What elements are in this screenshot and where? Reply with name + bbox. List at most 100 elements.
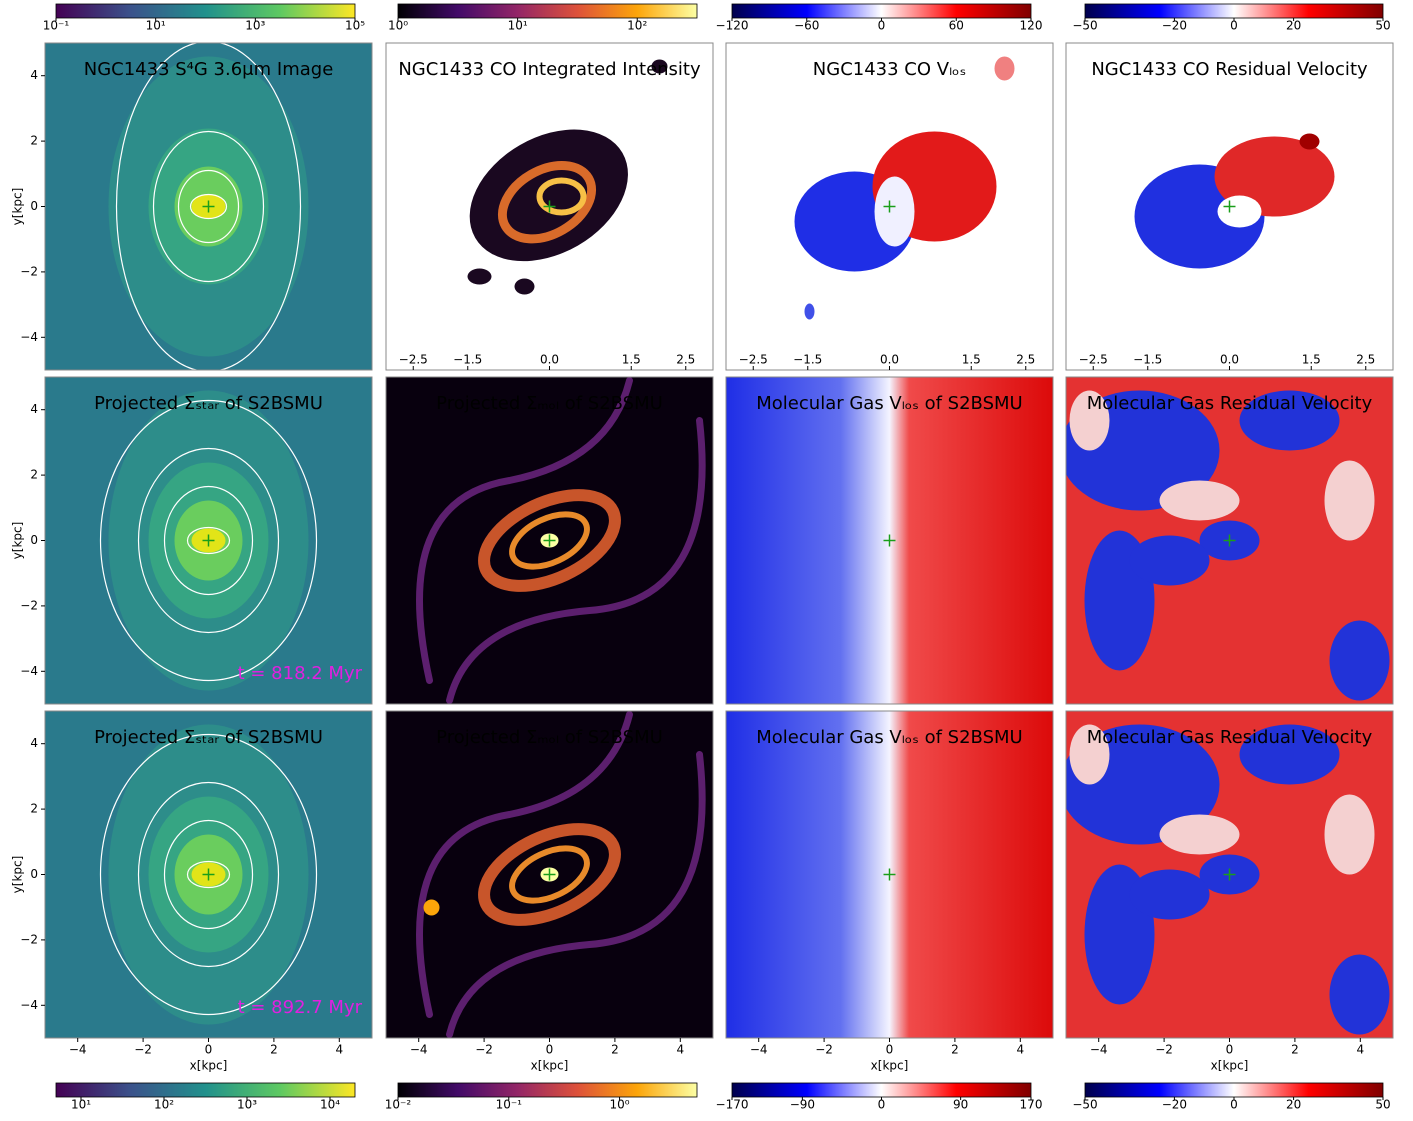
panel-title: Molecular Gas Vₗₒₛ of S2BSMU [756,393,1022,414]
x-tick-label: 2.5 [676,353,695,367]
colorbar-tick-label: 10⁰ [610,1098,630,1112]
y-tick-label: 2 [30,468,38,482]
colorbar-tick-label: −50 [1072,19,1097,33]
image-feature [1130,870,1210,920]
x-tick-label: 0.0 [880,353,899,367]
x-tick-label: 2 [951,1043,959,1057]
panel-title: Projected Σₛₜₐᵣ of S2BSMU [94,727,323,748]
y-tick-label: 4 [30,68,38,82]
x-axis-label: x[kpc] [531,1059,569,1073]
x-tick-label: 1.5 [622,353,641,367]
x-tick-label: −1.5 [1133,353,1162,367]
x-tick-label: −4 [750,1043,768,1057]
x-tick-label: 0 [886,1043,894,1057]
y-tick-label: 0 [30,867,38,881]
x-tick-label: −4 [69,1043,87,1057]
x-tick-label: −2 [475,1043,493,1057]
colorbar-tick-label: 20 [1286,1098,1301,1112]
panel-title: Projected Σₘₒₗ of S2BSMU [436,727,663,748]
colorbar-tick-label: 0 [1230,1098,1238,1112]
colorbar-tick-label: 50 [1375,1098,1390,1112]
y-tick-label: 0 [30,199,38,213]
colorbar-tick-label: 10⁵ [345,19,365,33]
colorbar [398,1083,697,1097]
x-tick-label: 1.5 [1302,353,1321,367]
x-tick-label: −2 [134,1043,152,1057]
x-tick-label: −4 [410,1043,428,1057]
colorbar-tick-label: 0 [878,19,886,33]
time-annotation: t = 818.2 Myr [238,663,363,684]
x-tick-label: 0.0 [1220,353,1239,367]
colorbar [732,4,1031,18]
colorbar-tick-label: −50 [1072,1098,1097,1112]
colorbar-tick-label: 10⁰ [388,19,408,33]
colorbar-tick-label: −170 [716,1098,749,1112]
y-tick-label: −4 [20,998,38,1012]
colorbar-tick-label: 10¹ [71,1098,91,1112]
image-feature [1160,815,1240,855]
colorbar-tick-label: −20 [1162,1098,1187,1112]
x-tick-label: −2 [1155,1043,1173,1057]
panel-title: NGC1433 CO Vₗₒₛ [813,59,966,80]
x-tick-label: −1.5 [793,353,822,367]
colorbar [398,4,697,18]
image-feature [805,304,815,320]
y-tick-label: 0 [30,533,38,547]
figure: NGC1433 S⁴G 3.6μm Image420−2−4y[kpc]NGC1… [0,0,1413,1121]
x-tick-label: 2 [1291,1043,1299,1057]
image-feature [1325,461,1375,541]
y-axis-label: y[kpc] [11,856,25,894]
y-axis-label: y[kpc] [11,522,25,560]
colorbar-tick-label: 10¹ [146,19,166,33]
x-tick-label: −2 [815,1043,833,1057]
x-axis-label: x[kpc] [1211,1059,1249,1073]
colorbar-tick-label: 10² [154,1098,174,1112]
x-tick-label: 0 [205,1043,213,1057]
y-tick-label: −2 [20,598,38,612]
x-tick-label: −2.5 [739,353,768,367]
colorbar-tick-label: 90 [953,1098,968,1112]
x-axis-label: x[kpc] [871,1059,909,1073]
image-feature [875,177,915,247]
colorbar-tick-label: −60 [794,19,819,33]
image-feature [1160,481,1240,521]
colorbar-tick-label: 170 [1020,1098,1043,1112]
image-feature [1330,621,1390,701]
image-feature [995,57,1015,81]
colorbar [1085,1083,1383,1097]
colorbar-tick-label: 10⁻² [385,1098,412,1112]
x-tick-label: 1.5 [962,353,981,367]
x-tick-label: 0 [546,1043,554,1057]
x-axis-label: x[kpc] [190,1059,228,1073]
colorbar [56,4,355,18]
y-tick-label: −2 [20,932,38,946]
x-tick-label: −4 [1090,1043,1108,1057]
panel-title: Molecular Gas Residual Velocity [1087,727,1373,748]
colorbar-tick-label: 10⁴ [320,1098,340,1112]
image-feature [1130,536,1210,586]
colorbar-tick-label: 50 [1375,19,1390,33]
y-tick-label: 4 [30,402,38,416]
x-tick-label: 0.0 [540,353,559,367]
y-tick-label: −4 [20,330,38,344]
panel-title: Projected Σₘₒₗ of S2BSMU [436,393,663,414]
image-feature [1218,196,1262,228]
time-annotation: t = 892.7 Myr [238,997,363,1018]
image-feature [1325,795,1375,875]
colorbar-tick-label: 0 [878,1098,886,1112]
y-tick-label: 4 [30,736,38,750]
y-tick-label: −2 [20,264,38,278]
x-tick-label: 2.5 [1356,353,1375,367]
colorbar [732,1083,1031,1097]
colorbar-tick-label: −20 [1162,19,1187,33]
image-feature [1330,955,1390,1035]
colorbar-tick-label: 10⁻¹ [43,19,70,33]
panel-title: NGC1433 S⁴G 3.6μm Image [84,59,334,80]
panel-title: Molecular Gas Residual Velocity [1087,393,1373,414]
y-axis-label: y[kpc] [11,188,25,226]
colorbar-tick-label: 10³ [245,19,265,33]
y-tick-label: 2 [30,134,38,148]
x-tick-label: 4 [1356,1043,1364,1057]
colorbar-tick-label: 120 [1020,19,1043,33]
image-feature [1300,134,1320,150]
